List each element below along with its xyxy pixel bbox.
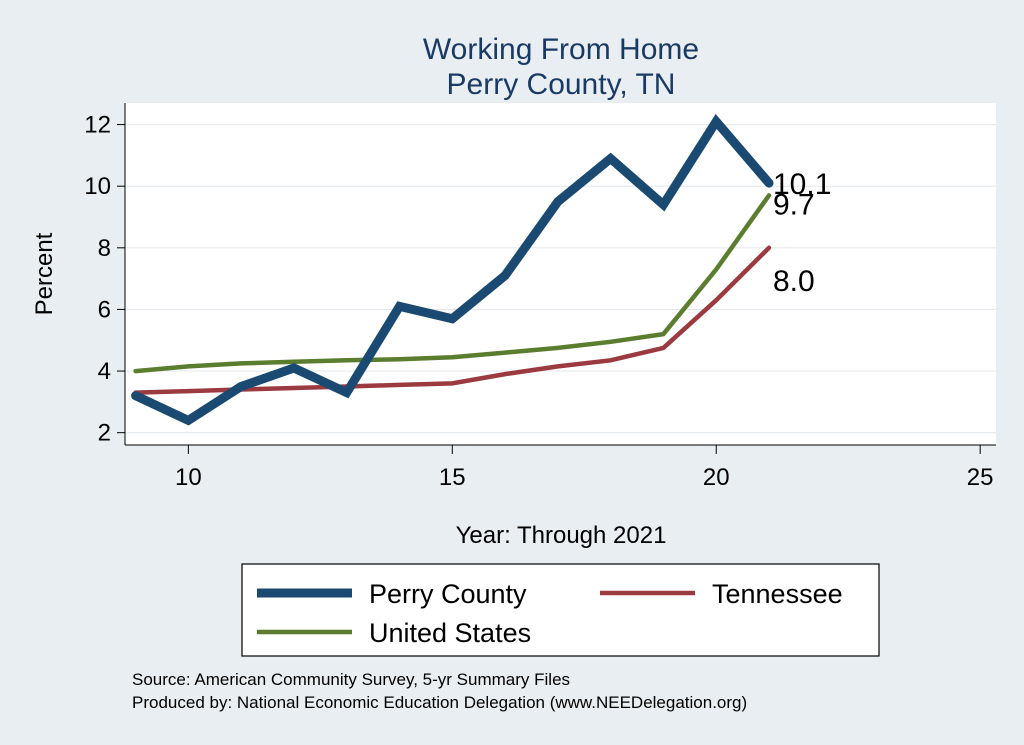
end-label-perry-county: 10.1 bbox=[773, 168, 831, 201]
y-tick-label-8: 8 bbox=[98, 235, 111, 262]
y-tick-label-4: 4 bbox=[98, 358, 111, 385]
end-labels: 10.1 8.0 9.7 bbox=[773, 168, 831, 298]
legend-label-united-states: United States bbox=[369, 618, 531, 648]
x-tick-label-20: 20 bbox=[703, 464, 730, 491]
series-line-perry-county bbox=[131, 113, 774, 426]
source-line-2: Produced by: National Economic Education… bbox=[132, 693, 747, 712]
axes bbox=[117, 103, 996, 454]
y-tick-label-10: 10 bbox=[84, 173, 111, 200]
end-label-tennessee: 8.0 bbox=[773, 265, 815, 298]
x-tick-label-10: 10 bbox=[175, 464, 202, 491]
y-tick-label-2: 2 bbox=[98, 420, 111, 447]
legend-box bbox=[241, 563, 880, 657]
x-tick-label-25: 25 bbox=[967, 464, 994, 491]
legend-label-perry-county: Perry County bbox=[369, 579, 527, 609]
gridlines bbox=[125, 123, 996, 434]
source-line-1: Source: American Community Survey, 5-yr … bbox=[132, 670, 570, 689]
series-lines bbox=[131, 113, 774, 426]
plot-area bbox=[125, 103, 996, 445]
tick-labels: 2 4 6 8 10 12 10 15 20 25 bbox=[84, 112, 993, 491]
legend-label-tennessee: Tennessee bbox=[712, 579, 843, 609]
x-axis-label: Year: Through 2021 bbox=[456, 522, 667, 549]
y-tick-label-6: 6 bbox=[98, 296, 111, 323]
chart-subtitle: Perry County, TN bbox=[447, 68, 676, 101]
series-line-united-states bbox=[133, 193, 772, 374]
end-label-united-states: 9.7 bbox=[773, 188, 815, 221]
y-axis-label: Percent bbox=[31, 232, 58, 315]
legend: Perry County Tennessee United States bbox=[257, 579, 843, 648]
y-tick-label-12: 12 bbox=[84, 112, 111, 139]
x-tick-label-15: 15 bbox=[439, 464, 466, 491]
chart-title: Working From Home bbox=[423, 33, 699, 66]
